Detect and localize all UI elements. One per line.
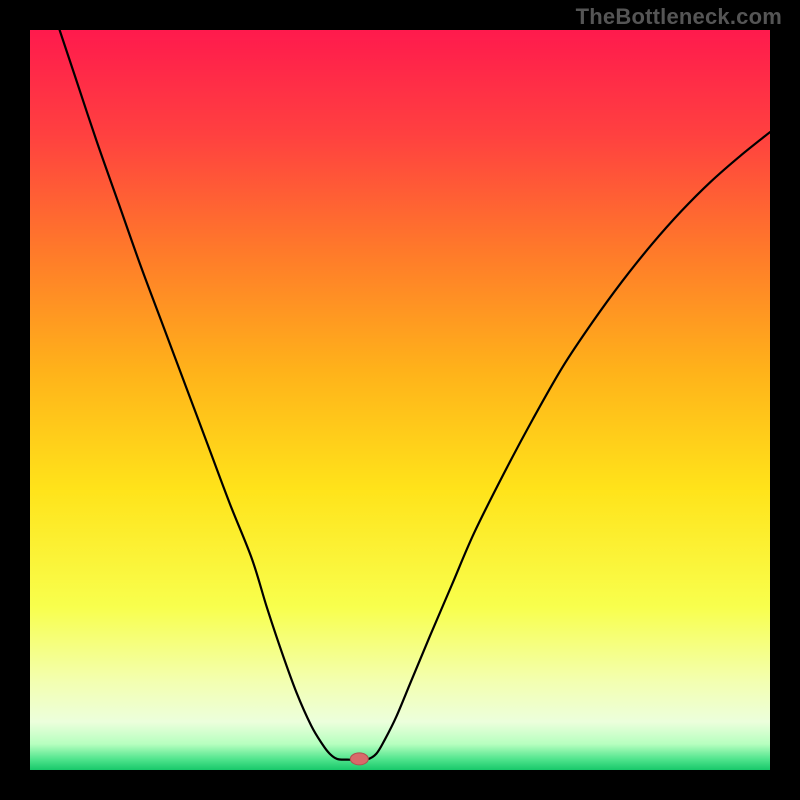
minimum-marker: [350, 753, 368, 765]
gradient-background: [30, 30, 770, 770]
chart-container: TheBottleneck.com: [0, 0, 800, 800]
watermark-text: TheBottleneck.com: [576, 4, 782, 30]
plot-svg: [30, 30, 770, 770]
